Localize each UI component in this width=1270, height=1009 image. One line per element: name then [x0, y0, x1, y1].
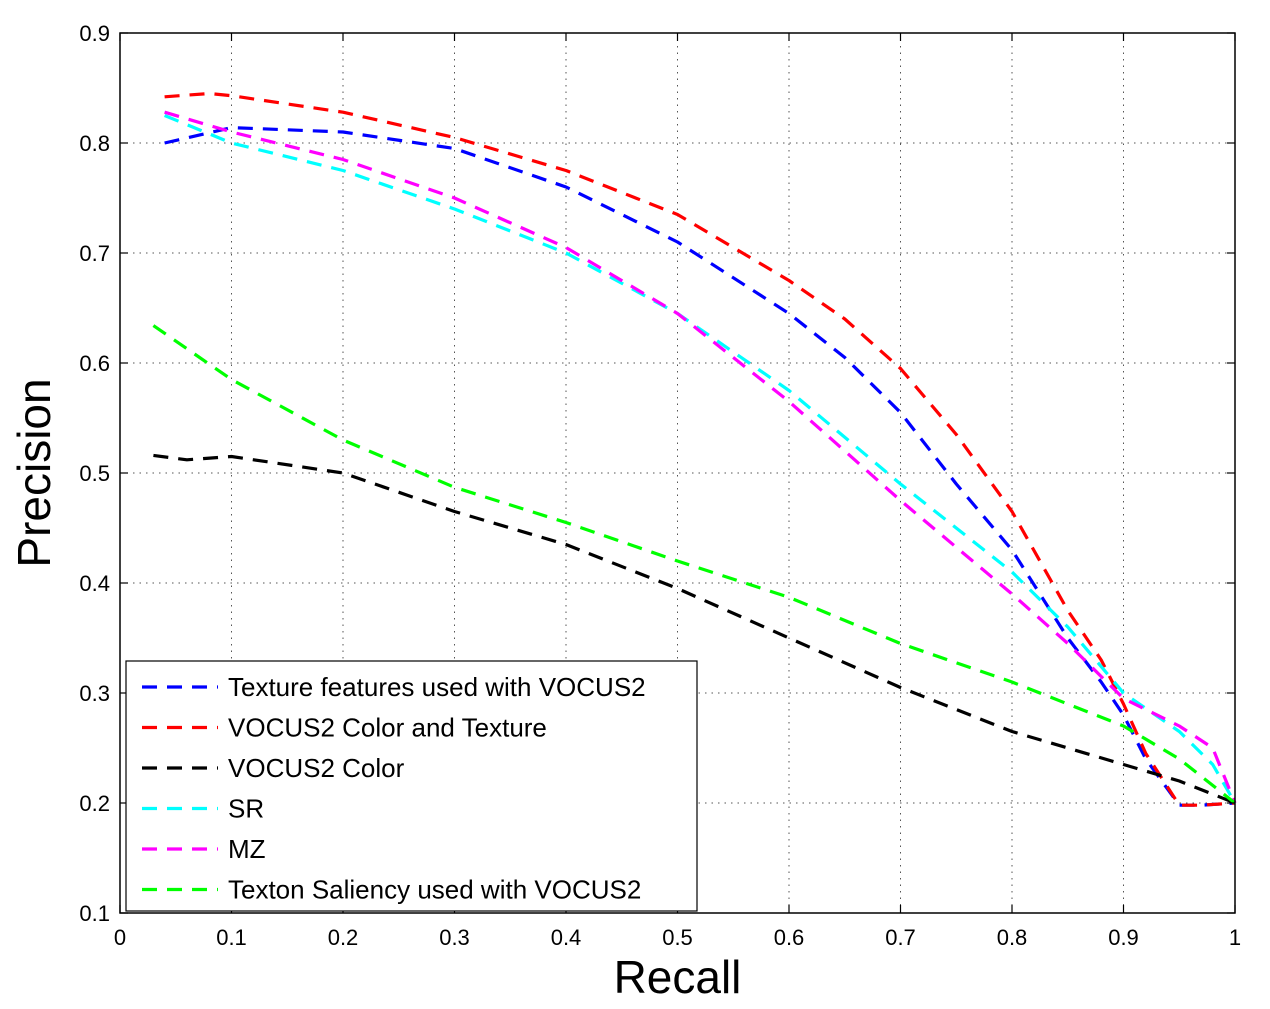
y-tick-label: 0.7 [79, 241, 110, 266]
x-tick-label: 0.8 [997, 925, 1028, 950]
series-line-1 [164, 91, 1236, 807]
y-tick-label: 0.4 [79, 571, 110, 596]
x-axis-title: Recall [614, 951, 742, 1003]
series-line-3 [163, 114, 1237, 804]
y-tick-label: 0.2 [79, 791, 110, 816]
axis-ticks: 0 0.1 0.2 0.3 0.4 0.5 0.6 0.7 0.8 0.9 10.10.20.30.… [79, 21, 1241, 950]
y-axis-title: Precision [8, 378, 60, 567]
legend-label-4: MZ [228, 834, 266, 864]
x-tick-label: 0.4 [551, 925, 582, 950]
y-tick-label: 0.1 [79, 901, 110, 926]
x-tick-label: 0.9 [1108, 925, 1139, 950]
x-tick-label: 0 [114, 925, 126, 950]
y-tick-label: 0.3 [79, 681, 110, 706]
y-tick-label: 0.5 [79, 461, 110, 486]
series-line-5 [152, 324, 1236, 805]
x-tick-label: 0.1 [216, 925, 247, 950]
y-tick-label: 0.8 [79, 131, 110, 156]
x-tick-label: 0.5 [662, 925, 693, 950]
series-lines [152, 91, 1237, 807]
legend-label-3: SR [228, 794, 264, 824]
x-tick-label: 0.3 [439, 925, 470, 950]
legend-label-0: Texture features used with VOCUS2 [228, 672, 646, 702]
series-line-4 [164, 110, 1237, 804]
y-tick-label: 0.6 [79, 351, 110, 376]
series-line-2 [153, 453, 1236, 805]
legend: Texture features used with VOCUS2 VOCUS2 … [125, 660, 698, 912]
x-tick-label: 0.6 [774, 925, 805, 950]
legend-label-2: VOCUS2 Color [228, 753, 405, 783]
legend-label-5: Texton Saliency used with VOCUS2 [228, 875, 641, 905]
x-tick-label: 1 [1229, 925, 1241, 950]
x-tick-label: 0.7 [885, 925, 916, 950]
series-line-0 [164, 125, 1236, 807]
legend-label-1: VOCUS2 Color and Texture [228, 713, 547, 743]
x-tick-label: 0.2 [328, 925, 359, 950]
y-tick-label: 0.9 [79, 21, 110, 46]
legend-box [125, 660, 698, 912]
